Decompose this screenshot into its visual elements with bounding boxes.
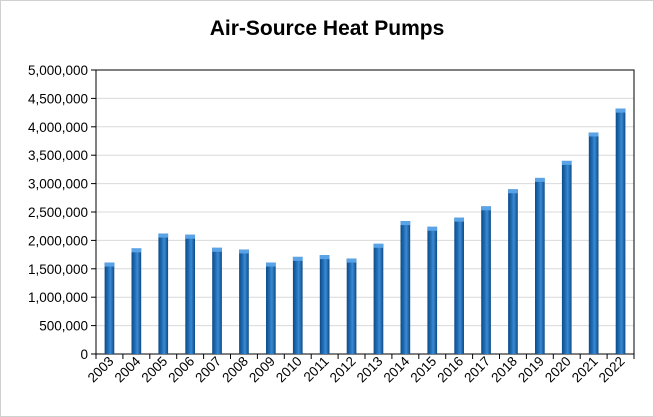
y-tick-label: 4,500,000 [28,91,88,106]
bar-cap-2018 [508,189,518,194]
x-tick-label: 2012 [327,354,359,386]
bar-cap-2006 [185,234,195,239]
x-tick-label: 2003 [85,354,117,386]
x-tick-label: 2014 [381,353,413,385]
x-tick-label: 2010 [273,354,305,386]
bar-2014 [400,221,411,354]
x-tick-label: 2005 [139,354,171,386]
bar-2004 [131,248,142,354]
x-tick-label: 2021 [569,354,601,386]
bar-2022 [615,108,626,355]
bar-cap-2003 [104,262,115,267]
bar-cap-2004 [131,248,142,253]
y-tick-label: 3,500,000 [28,148,88,163]
bar-cap-2011 [319,255,330,260]
x-tick-label: 2022 [596,354,628,386]
x-tick-label: 2008 [219,354,251,386]
bar-2013 [373,243,384,354]
bar-cap-2010 [292,256,303,261]
bars [104,108,626,355]
x-tick-label: 2016 [434,354,466,386]
bar-cap-2012 [346,258,357,263]
bar-2007 [212,247,222,354]
bar-cap-2017 [481,206,491,211]
bar-2010 [292,256,303,354]
x-tick-label: 2013 [354,354,386,386]
bar-cap-2014 [400,221,411,226]
bar-2005 [158,233,169,354]
y-tick-label: 5,000,000 [28,63,88,78]
bar-2016 [454,217,464,354]
x-tick-label: 2011 [301,354,332,385]
gridlines [96,69,634,327]
bar-2003 [104,262,115,354]
bar-2008 [239,249,249,354]
bar-2006 [185,234,195,354]
y-tick-label: 0 [80,347,88,362]
x-tick-labels: 2003200420052006200720082009201020112012… [85,353,628,385]
y-tick-label: 500,000 [39,319,88,334]
bar-cap-2009 [266,262,276,267]
axes [91,69,635,359]
bar-cap-2019 [535,177,545,182]
y-tick-label: 3,000,000 [28,177,88,192]
x-tick-label: 2009 [246,354,278,386]
bar-cap-2022 [615,108,626,113]
bar-cap-2015 [427,226,438,231]
bar-cap-2008 [239,249,249,254]
bar-cap-2013 [373,243,384,248]
chart-title: Air-Source Heat Pumps [209,17,445,40]
bar-cap-2016 [454,217,464,222]
bar-2019 [535,177,545,354]
y-tick-label: 4,000,000 [28,120,88,135]
y-tick-label: 1,000,000 [28,290,88,305]
bar-2021 [588,132,599,354]
bar-2011 [319,255,330,354]
bar-2009 [266,262,276,354]
x-tick-label: 2019 [515,354,547,386]
y-tick-label: 2,500,000 [28,205,88,220]
bar-2015 [427,226,438,354]
x-tick-label: 2017 [461,354,493,386]
bar-cap-2020 [561,160,572,165]
bar-2018 [508,189,518,354]
x-tick-label: 2015 [408,354,440,386]
bar-2017 [481,206,491,354]
y-tick-labels: 0 500,000 1,000,000 1,500,000 2,000,000 2,500… [28,63,88,362]
bar-cap-2021 [588,132,599,137]
bar-cap-2007 [212,247,222,252]
x-tick-label: 2020 [542,354,574,386]
bar-cap-2005 [158,233,169,238]
y-tick-label: 1,500,000 [28,262,88,277]
x-tick-label: 2018 [488,354,520,386]
x-tick-label: 2006 [165,354,197,386]
bar-2012 [346,258,357,354]
x-tick-label: 2007 [192,354,224,386]
x-tick-label: 2004 [112,353,144,385]
y-tick-label: 2,000,000 [28,233,88,248]
bar-2020 [561,160,572,354]
